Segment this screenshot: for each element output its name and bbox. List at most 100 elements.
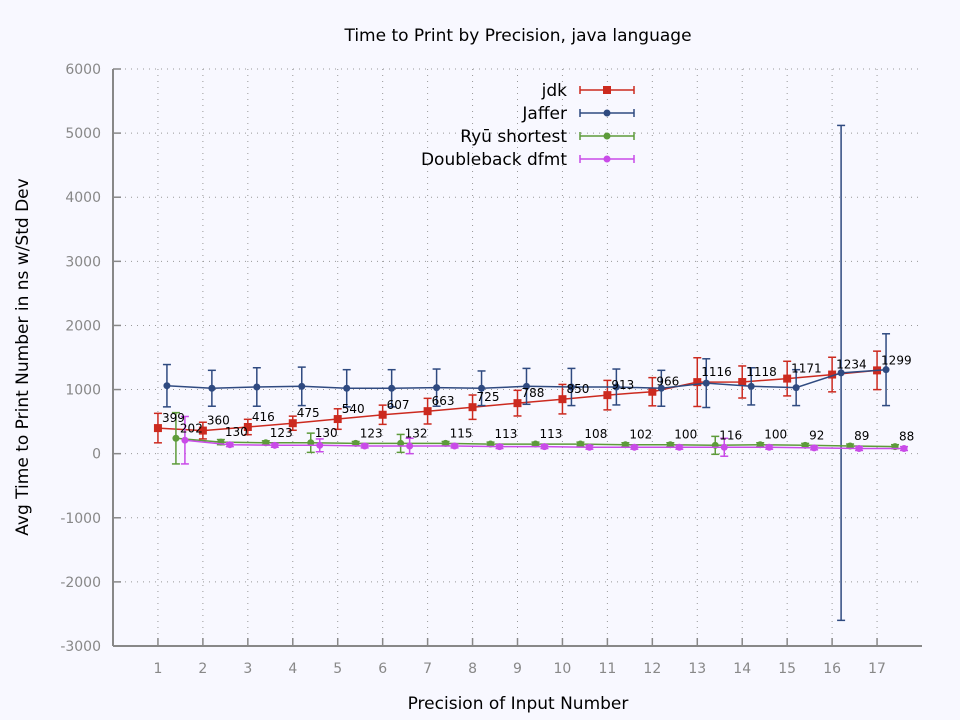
data-label: 102 xyxy=(629,428,652,442)
x-tick-label: 16 xyxy=(823,661,841,677)
x-tick-label: 17 xyxy=(868,661,886,677)
data-point xyxy=(307,439,315,447)
data-point xyxy=(163,382,171,390)
data-label: 123 xyxy=(270,426,293,440)
x-tick-label: 10 xyxy=(554,661,572,677)
y-tick-label: 4000 xyxy=(65,190,101,206)
data-point xyxy=(621,441,629,449)
data-point xyxy=(226,441,234,449)
x-tick-label: 8 xyxy=(468,661,477,677)
y-tick-label: 0 xyxy=(92,447,101,463)
x-tick-label: 6 xyxy=(378,661,387,677)
data-point xyxy=(378,410,387,419)
legend: jdk Jaffer Ryū shortest Doubleback dfmt xyxy=(421,81,635,170)
series-jaffer xyxy=(162,124,891,622)
y-tick-label: -3000 xyxy=(60,639,101,655)
data-point xyxy=(693,378,702,387)
x-tick-label: 5 xyxy=(333,661,342,677)
data-label: 123 xyxy=(360,426,383,440)
data-point xyxy=(720,443,728,451)
data-point xyxy=(316,441,324,449)
legend-label: Doubleback dfmt xyxy=(421,150,567,170)
data-point xyxy=(298,382,306,390)
data-point xyxy=(513,399,522,408)
y-tick-label: -1000 xyxy=(60,511,101,527)
data-point xyxy=(243,422,252,431)
data-label: 108 xyxy=(584,427,607,441)
data-point xyxy=(675,443,683,451)
data-point xyxy=(423,407,432,416)
x-tick-label: 3 xyxy=(243,661,252,677)
data-point xyxy=(630,443,638,451)
x-tick-label: 11 xyxy=(598,661,616,677)
data-label: 132 xyxy=(405,426,428,440)
data-label: 113 xyxy=(539,427,562,441)
data-label: 1116 xyxy=(701,365,732,379)
data-point xyxy=(271,441,279,449)
data-label: 100 xyxy=(764,428,787,442)
data-label: 130 xyxy=(225,425,248,439)
data-point xyxy=(198,426,207,435)
x-axis-label: Precision of Input Number xyxy=(408,694,629,714)
data-point xyxy=(810,444,818,452)
y-tick-label: 3000 xyxy=(65,254,101,270)
data-point xyxy=(837,369,845,377)
data-point xyxy=(153,424,162,433)
data-label: 913 xyxy=(611,378,634,392)
data-point xyxy=(828,370,837,379)
data-label: 1118 xyxy=(746,365,777,379)
legend-marker xyxy=(603,155,611,163)
data-point xyxy=(738,377,747,386)
x-tick-label: 4 xyxy=(288,661,297,677)
data-point xyxy=(388,384,396,392)
data-label: 1299 xyxy=(881,353,912,367)
data-point xyxy=(567,383,575,391)
data-point xyxy=(522,382,530,390)
data-label: 663 xyxy=(432,394,455,408)
data-label: 399 xyxy=(162,411,185,425)
series-doubleback-dfmt xyxy=(180,415,909,465)
data-point xyxy=(765,443,773,451)
data-point xyxy=(288,419,297,428)
data-point xyxy=(603,391,612,400)
data-label: 202 xyxy=(180,421,203,435)
data-point xyxy=(585,443,593,451)
data-point xyxy=(468,403,477,412)
data-label: 1234 xyxy=(836,358,867,372)
data-label: 725 xyxy=(477,390,500,404)
data-point xyxy=(343,384,351,392)
data-point xyxy=(756,441,764,449)
data-point xyxy=(406,442,414,450)
data-label: 1171 xyxy=(791,362,822,376)
data-point xyxy=(181,436,189,444)
axes: -3000 -2000 -1000 0 1000 2000 3000 4000 5000 6000… xyxy=(60,62,922,677)
legend-label: jdk xyxy=(541,81,568,101)
data-point xyxy=(478,384,486,392)
data-point xyxy=(792,384,800,392)
y-tick-label: 6000 xyxy=(65,62,101,78)
data-label: 788 xyxy=(522,386,545,400)
data-label: 89 xyxy=(854,429,869,443)
data-point xyxy=(540,443,548,451)
data-point xyxy=(433,384,441,392)
y-tick-label: 5000 xyxy=(65,126,101,142)
data-point xyxy=(747,382,755,390)
data-point xyxy=(333,415,342,424)
legend-marker xyxy=(603,86,611,94)
data-label: 850 xyxy=(566,382,589,396)
y-tick-label: 1000 xyxy=(65,383,101,399)
data-label: 113 xyxy=(495,427,518,441)
data-label: 540 xyxy=(342,402,365,416)
x-tick-label: 9 xyxy=(513,661,522,677)
data-label: 92 xyxy=(809,428,824,442)
data-point xyxy=(576,440,584,448)
x-tick-label: 1 xyxy=(153,661,162,677)
data-point xyxy=(208,384,216,392)
data-point xyxy=(361,442,369,450)
data-label: 88 xyxy=(899,430,914,444)
data-point xyxy=(496,443,504,451)
x-tick-label: 14 xyxy=(733,661,751,677)
data-point xyxy=(612,383,620,391)
legend-marker xyxy=(603,109,611,117)
